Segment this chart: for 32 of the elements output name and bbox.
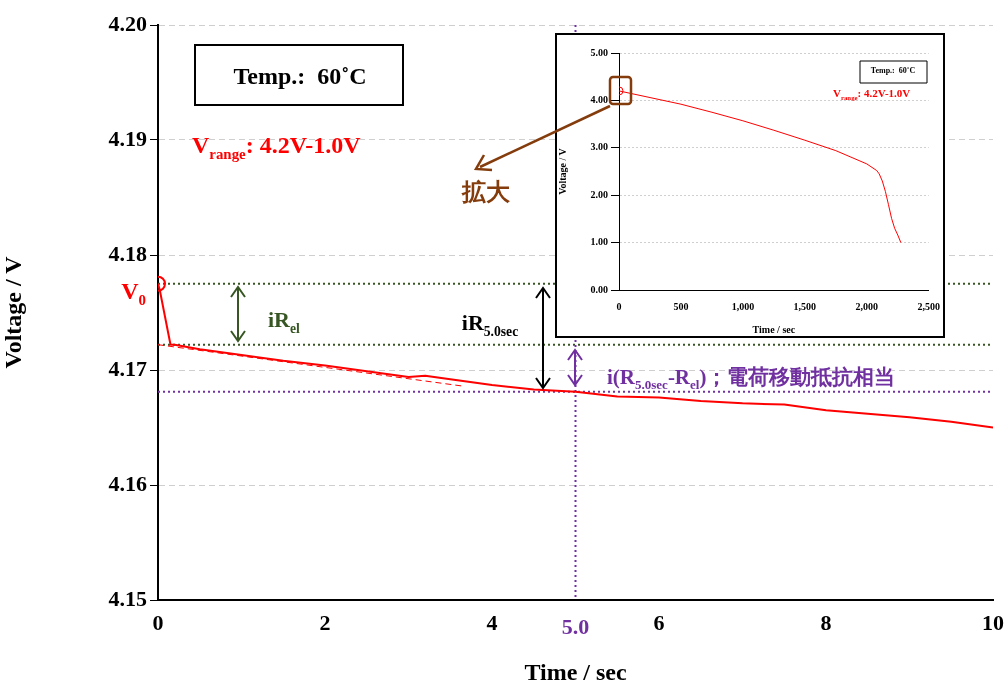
y-tick-label: 4.18 (108, 240, 147, 266)
y-tick-label: 3.00 (590, 141, 608, 153)
x-tick-label: 2 (319, 609, 331, 635)
y-axis-title: Voltage / V (556, 147, 568, 195)
x-axis-title: Time / sec (752, 323, 796, 335)
x-tick-label: 1,500 (793, 300, 817, 312)
x-tick-label: 1,000 (731, 300, 755, 312)
y-tick-label: 2.00 (590, 188, 608, 200)
x-axis-title: Time / sec (524, 658, 627, 685)
x-tick-label: 6 (653, 609, 665, 635)
annotation: Temp.: 60˚C (870, 66, 916, 75)
annotation: Temp.: 60˚C (233, 63, 367, 89)
x-tick-label: 10 (982, 609, 1004, 635)
x-tick-label: 8 (820, 609, 832, 635)
y-tick-label: 4.19 (108, 125, 147, 151)
y-tick-label: 4.16 (108, 470, 147, 496)
x-tick-label: 2,000 (855, 300, 879, 312)
annotation: 5.0 (561, 614, 590, 639)
y-tick-label: 1.00 (590, 236, 608, 248)
x-tick-label: 0 (152, 609, 164, 635)
x-tick-label: 500 (673, 300, 689, 312)
x-tick-label: 0 (616, 300, 622, 312)
annotation: 拡大 (461, 179, 511, 205)
y-axis-title: Voltage / V (0, 255, 26, 369)
y-tick-label: 4.15 (108, 585, 147, 611)
y-tick-label: 4.20 (108, 10, 147, 36)
x-tick-label: 4 (486, 609, 498, 635)
y-tick-label: 0.00 (590, 283, 608, 295)
y-tick-label: 4.17 (108, 355, 147, 381)
x-tick-label: 2,500 (917, 300, 940, 312)
y-tick-label: 5.00 (590, 46, 608, 58)
y-tick-label: 4.00 (590, 93, 608, 105)
